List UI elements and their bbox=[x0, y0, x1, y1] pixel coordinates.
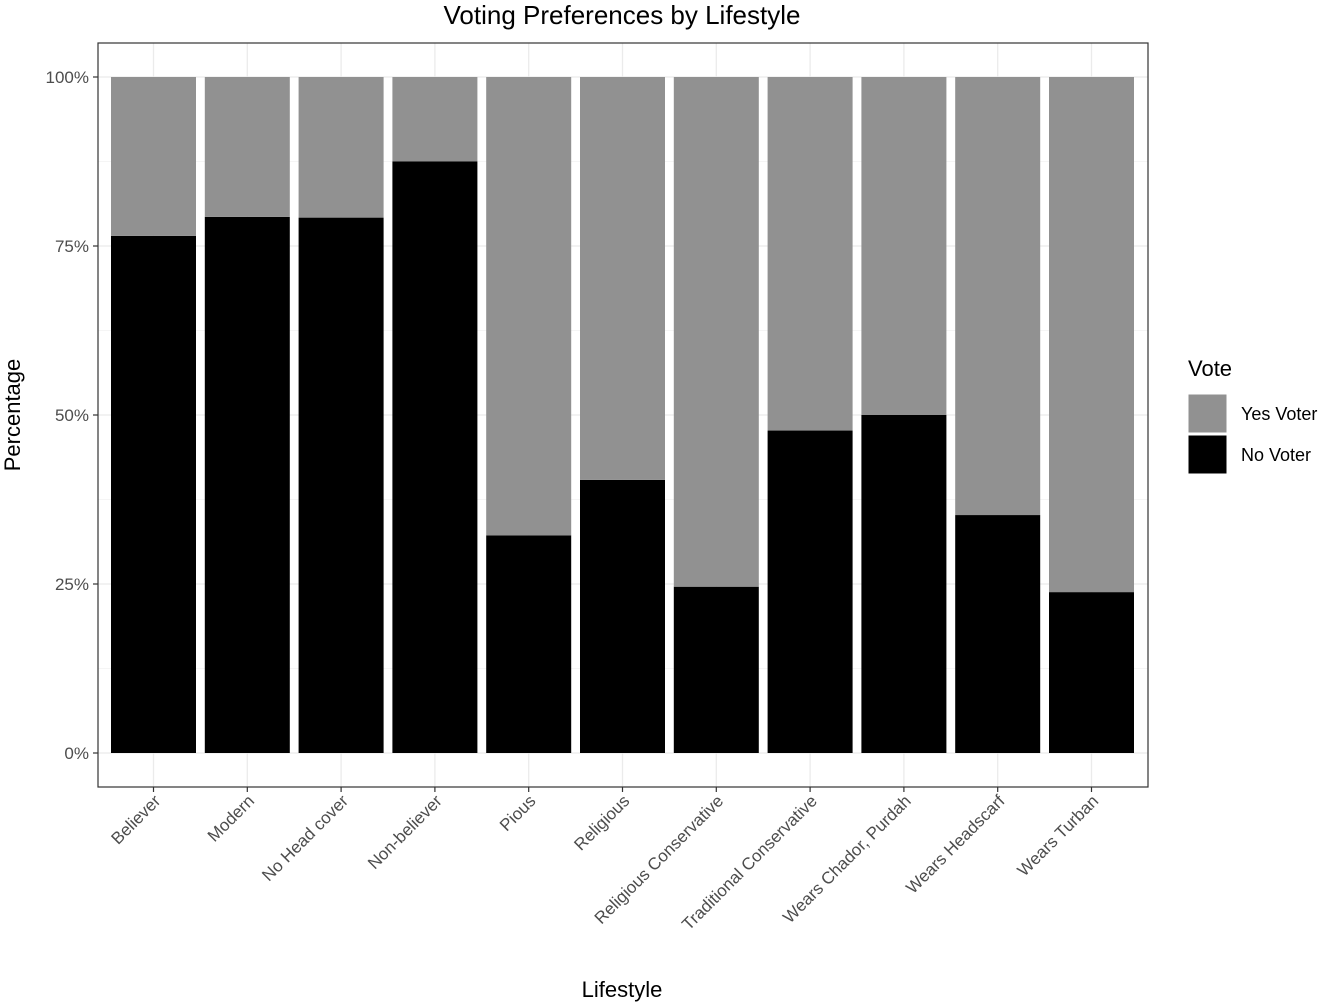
bar-no-voter-4 bbox=[486, 535, 572, 753]
legend: Vote Yes Voter No Voter bbox=[1187, 356, 1317, 475]
chart-title: Voting Preferences by Lifestyle bbox=[444, 0, 801, 30]
bar-yes-voter-9 bbox=[955, 77, 1041, 516]
bar-no-voter-0 bbox=[111, 235, 196, 754]
y-tick-label: 0% bbox=[64, 744, 89, 763]
y-tick-label: 50% bbox=[55, 406, 89, 425]
bar-yes-voter-5 bbox=[580, 77, 665, 480]
legend-key-yes-voter bbox=[1187, 393, 1228, 434]
bar-no-voter-1 bbox=[204, 216, 290, 753]
bar-yes-voter-10 bbox=[1049, 77, 1134, 593]
y-tick-label: 25% bbox=[55, 575, 89, 594]
y-tick-label: 100% bbox=[46, 68, 89, 87]
plot-panel bbox=[97, 42, 1149, 788]
legend-label: No Voter bbox=[1241, 445, 1311, 465]
x-tick-label: Wears Turban bbox=[1014, 791, 1103, 880]
x-axis-title: Lifestyle bbox=[582, 977, 663, 1002]
legend-key-no-voter bbox=[1187, 434, 1228, 475]
bar-no-voter-7 bbox=[767, 430, 853, 753]
x-tick-label: Pious bbox=[496, 791, 540, 835]
bar-yes-voter-2 bbox=[298, 77, 384, 218]
x-tick-label: Wears Headscarf bbox=[902, 791, 1008, 897]
bar-yes-voter-4 bbox=[486, 77, 572, 536]
bar-yes-voter-3 bbox=[392, 77, 478, 162]
x-tick-label: Non-believer bbox=[364, 791, 446, 873]
legend-label: Yes Voter bbox=[1241, 404, 1317, 424]
x-tick-label: No Head cover bbox=[258, 791, 352, 885]
bar-yes-voter-1 bbox=[204, 77, 290, 217]
bar-no-voter-6 bbox=[673, 586, 759, 753]
bar-no-voter-9 bbox=[955, 515, 1041, 753]
bar-yes-voter-8 bbox=[861, 77, 947, 415]
bar-no-voter-3 bbox=[392, 161, 478, 753]
y-axis: 0% 25% 50% 75% 100% bbox=[46, 68, 98, 763]
legend-entries: Yes Voter No Voter bbox=[1187, 393, 1317, 475]
legend-title: Vote bbox=[1188, 356, 1232, 381]
x-tick-label: Modern bbox=[204, 791, 258, 845]
bar-yes-voter-7 bbox=[767, 77, 853, 431]
y-axis-title: Percentage bbox=[0, 359, 25, 472]
bar-yes-voter-0 bbox=[111, 77, 196, 236]
bar-no-voter-2 bbox=[298, 217, 384, 753]
x-axis: Believer Modern No Head cover Non-believer P… bbox=[107, 787, 1102, 934]
bar-no-voter-10 bbox=[1049, 592, 1134, 753]
bar-no-voter-5 bbox=[580, 479, 665, 753]
bar-yes-voter-6 bbox=[673, 77, 759, 587]
x-tick-label: Believer bbox=[107, 791, 164, 848]
bars bbox=[111, 77, 1134, 754]
y-tick-label: 75% bbox=[55, 237, 89, 256]
bar-no-voter-8 bbox=[861, 415, 947, 753]
x-tick-label: Religious bbox=[570, 791, 633, 854]
